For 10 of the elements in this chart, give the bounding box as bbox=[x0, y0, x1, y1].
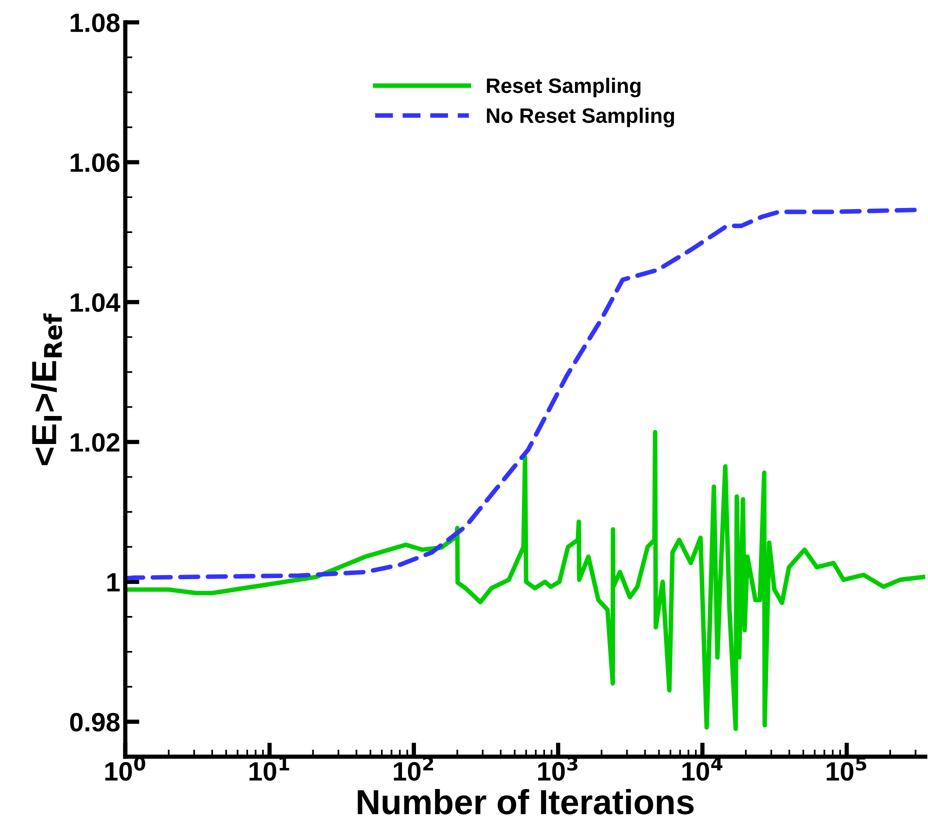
y-tick-label: 1 bbox=[107, 573, 120, 592]
y-tick-label: 1.08 bbox=[70, 13, 120, 32]
y-tick-label: 1.04 bbox=[70, 293, 120, 312]
legend-label: Reset Sampling bbox=[486, 78, 640, 98]
y-tick-label: 0.98 bbox=[70, 712, 120, 732]
y-axis-title: <E$_{I}$>/E$_{Ref}$ bbox=[30, 313, 62, 466]
y-tick-label: 1.06 bbox=[70, 153, 120, 172]
legend-label: No Reset Sampling bbox=[486, 108, 674, 128]
y-tick-label: 1.02 bbox=[70, 433, 120, 452]
x-axis-title: Number of Iterations bbox=[358, 788, 694, 814]
